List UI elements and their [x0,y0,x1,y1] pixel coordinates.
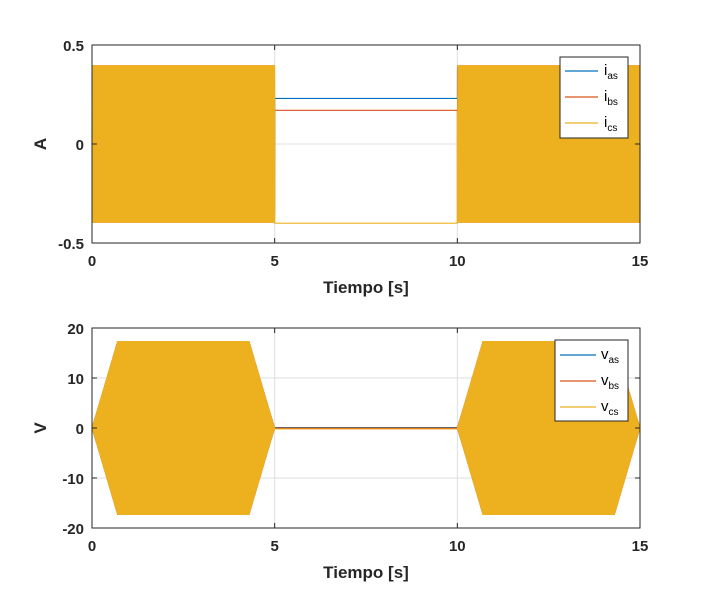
voltage-ylabel: V [31,422,50,434]
current-series-group [91,65,641,224]
voltage-chart: 0 5 10 15 20 10 0 -10 -20 Tiempo [s] V v… [31,321,648,582]
current-legend[interactable]: ias ibs ics [559,56,629,139]
series-line-i_cs [91,65,641,224]
current-ticks [91,44,641,244]
current-ytick-0: 0 [76,137,84,154]
legend-label-vcs: vcs [601,398,619,418]
voltage-xtick-10: 10 [449,538,466,555]
voltage-ytick-0: 0 [76,421,84,438]
legend-label-ias: ias [604,62,618,82]
legend-label-vbs: vbs [601,372,619,392]
series-line-v_cs [91,340,641,516]
legend-label-vas: vas [601,346,619,366]
voltage-xtick-15: 15 [632,538,649,555]
voltage-ytick-neg10: -10 [62,471,84,488]
voltage-ytick-10: 10 [67,371,84,388]
voltage-ytick-20: 20 [67,321,84,338]
current-ytick-0.5: 0.5 [63,38,84,55]
voltage-ytick-neg20: -20 [62,521,84,538]
current-xtick-10: 10 [449,253,466,270]
voltage-legend[interactable]: vas vbs vcs [554,339,629,422]
voltage-xtick-0: 0 [88,538,96,555]
current-ytick-neg0.5: -0.5 [58,236,84,253]
voltage-xlabel: Tiempo [s] [323,563,409,582]
voltage-ticks [91,327,641,529]
current-ylabel: A [31,138,50,150]
current-xtick-5: 5 [271,253,279,270]
voltage-xtick-5: 5 [271,538,279,555]
current-xtick-0: 0 [88,253,96,270]
current-xlabel: Tiempo [s] [323,278,409,297]
voltage-series-group [91,340,641,516]
current-xtick-15: 15 [632,253,649,270]
legend-label-ics: ics [604,114,617,134]
current-chart: 0 5 10 15 0.5 0 -0.5 Tiempo [s] A ias ib… [31,38,648,297]
legend-label-ibs: ibs [604,88,618,108]
